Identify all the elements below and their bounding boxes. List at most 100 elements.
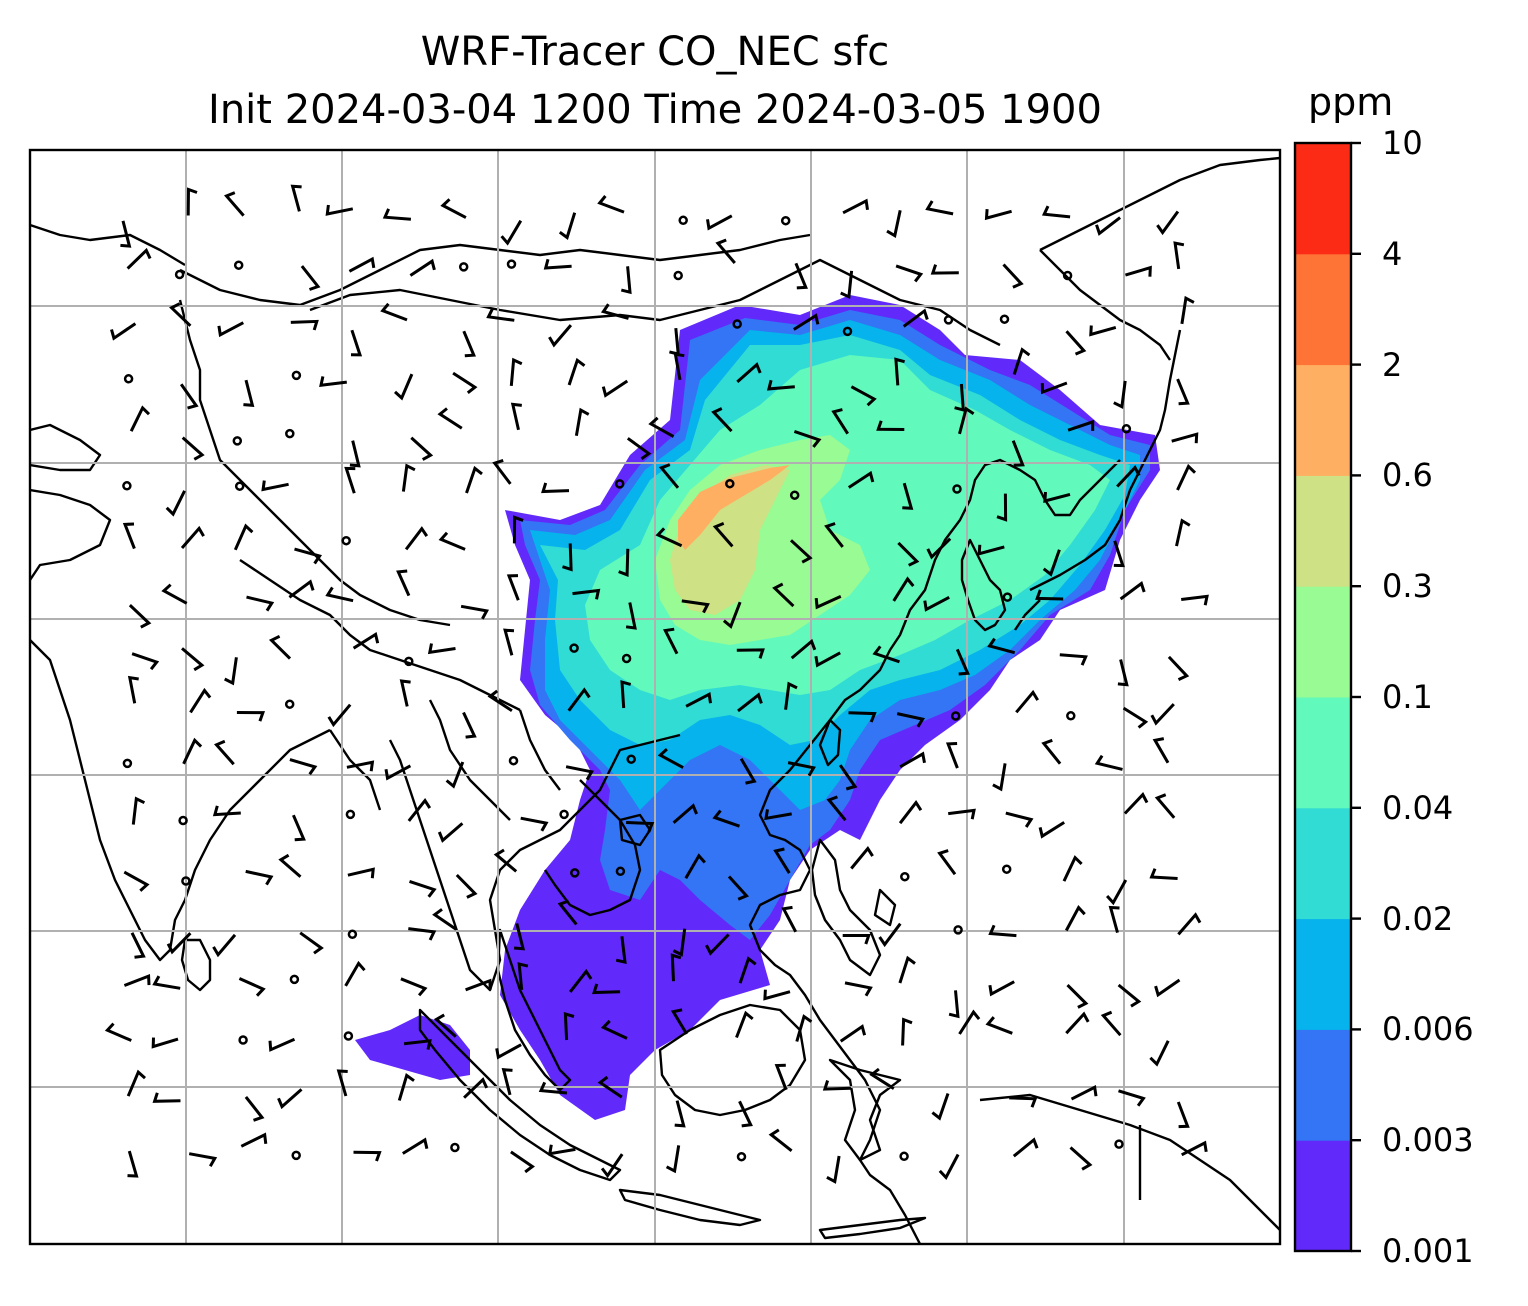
wind-barb — [344, 960, 366, 987]
wind-barb — [492, 458, 512, 485]
wind-barb — [243, 379, 255, 407]
calm-wind-marker — [289, 974, 300, 985]
coastline-philippines — [810, 838, 897, 977]
wind-barb — [126, 247, 152, 270]
wind-barb — [772, 582, 795, 608]
wind-barb — [826, 1155, 841, 1184]
wind-barb — [1154, 793, 1176, 819]
wind-barb — [188, 1152, 218, 1168]
wind-barb — [842, 934, 871, 945]
colorbar-tick-label: 10 — [1382, 124, 1423, 162]
wind-barb — [901, 1017, 913, 1046]
wind-barb — [347, 867, 375, 879]
wind-barb — [181, 647, 205, 672]
wind-barb — [896, 712, 925, 728]
wind-barb — [673, 352, 685, 381]
map-title-line-1: WRF-Tracer CO_NEC sfc — [420, 29, 890, 75]
wind-barb — [350, 329, 363, 357]
wind-barb — [766, 379, 795, 391]
wind-barb — [727, 875, 750, 901]
wind-barb — [685, 691, 712, 708]
wind-barb — [600, 303, 629, 320]
wind-barb — [557, 899, 578, 926]
wind-barb — [1149, 1040, 1170, 1067]
colorbar-segment — [1295, 364, 1351, 476]
wind-barb — [715, 238, 736, 264]
wind-barb — [1015, 689, 1039, 714]
wind-barb — [407, 798, 432, 822]
calm-wind-marker — [233, 260, 244, 270]
wind-barb — [848, 711, 877, 723]
coastline-west-asia — [30, 223, 186, 581]
coastline-new-guinea — [979, 1093, 1280, 1231]
wind-barb — [894, 357, 905, 386]
wind-barb — [1181, 594, 1209, 606]
wind-barb — [814, 651, 841, 668]
coastline-korea — [960, 538, 1007, 632]
wind-barb — [1042, 549, 1061, 577]
calm-wind-marker — [285, 428, 295, 439]
wind-barb — [501, 1068, 513, 1096]
calm-wind-marker — [615, 866, 626, 877]
wind-barb — [958, 1009, 981, 1035]
calm-wind-marker — [458, 262, 469, 272]
wind-barb — [1094, 754, 1123, 771]
coastline-sumatra — [418, 1008, 622, 1182]
wind-barb — [897, 541, 920, 567]
wind-barb — [790, 638, 817, 660]
wind-barb — [233, 523, 254, 551]
wind-barb — [1002, 263, 1024, 289]
wind-barb — [120, 220, 132, 248]
wind-barb — [1067, 419, 1095, 432]
wind-barb — [261, 480, 289, 492]
calm-wind-marker — [450, 1142, 460, 1153]
wind-barb — [558, 212, 577, 240]
wind-barb — [513, 923, 526, 951]
wind-barb — [465, 465, 483, 494]
wind-barb — [402, 1137, 429, 1155]
wind-barb — [404, 526, 429, 551]
wind-barb — [327, 703, 352, 728]
calm-wind-marker — [341, 535, 351, 546]
wind-barb — [712, 522, 734, 548]
colorbar-segment — [1295, 697, 1351, 809]
colorbar-tick-label: 0.003 — [1382, 1121, 1474, 1160]
colorbar-tick-label: 4 — [1382, 234, 1403, 273]
wind-barb — [503, 628, 515, 656]
wind-barb — [926, 537, 952, 560]
wind-barb — [987, 637, 1016, 655]
wind-barb — [1117, 659, 1129, 687]
wind-barb — [1070, 1085, 1098, 1101]
calm-wind-marker — [999, 314, 1010, 324]
wind-barb — [440, 198, 467, 219]
wind-barb — [992, 763, 1007, 792]
colorbar-tick-label: 0.001 — [1382, 1232, 1474, 1270]
wind-barb — [625, 602, 637, 630]
wind-barb — [399, 679, 411, 707]
calm-wind-marker — [343, 1031, 354, 1041]
wind-barb — [465, 978, 492, 992]
wind-barb — [299, 931, 324, 955]
coastline-malay-peninsula — [496, 928, 572, 1092]
wind-barb — [520, 816, 549, 832]
wind-barb — [672, 803, 698, 824]
coastline-japan — [1014, 329, 1182, 631]
wind-barb — [878, 922, 902, 948]
coastline-vietnam — [544, 779, 642, 917]
wind-barb — [127, 675, 139, 704]
calm-wind-marker — [842, 326, 853, 337]
wind-barb — [574, 407, 590, 436]
wind-barb — [955, 648, 970, 676]
wind-barb — [1005, 811, 1034, 828]
calm-wind-marker — [570, 868, 580, 878]
wind-barb — [626, 437, 652, 461]
wind-barb — [898, 800, 923, 825]
wind-barb — [711, 407, 733, 433]
wind-barb — [126, 1069, 147, 1097]
coastline-sri-lanka — [180, 938, 212, 992]
wind-barb — [349, 440, 361, 468]
wind-barb — [290, 184, 302, 212]
coastline-borneo — [658, 1003, 807, 1117]
wind-barb — [739, 758, 757, 785]
